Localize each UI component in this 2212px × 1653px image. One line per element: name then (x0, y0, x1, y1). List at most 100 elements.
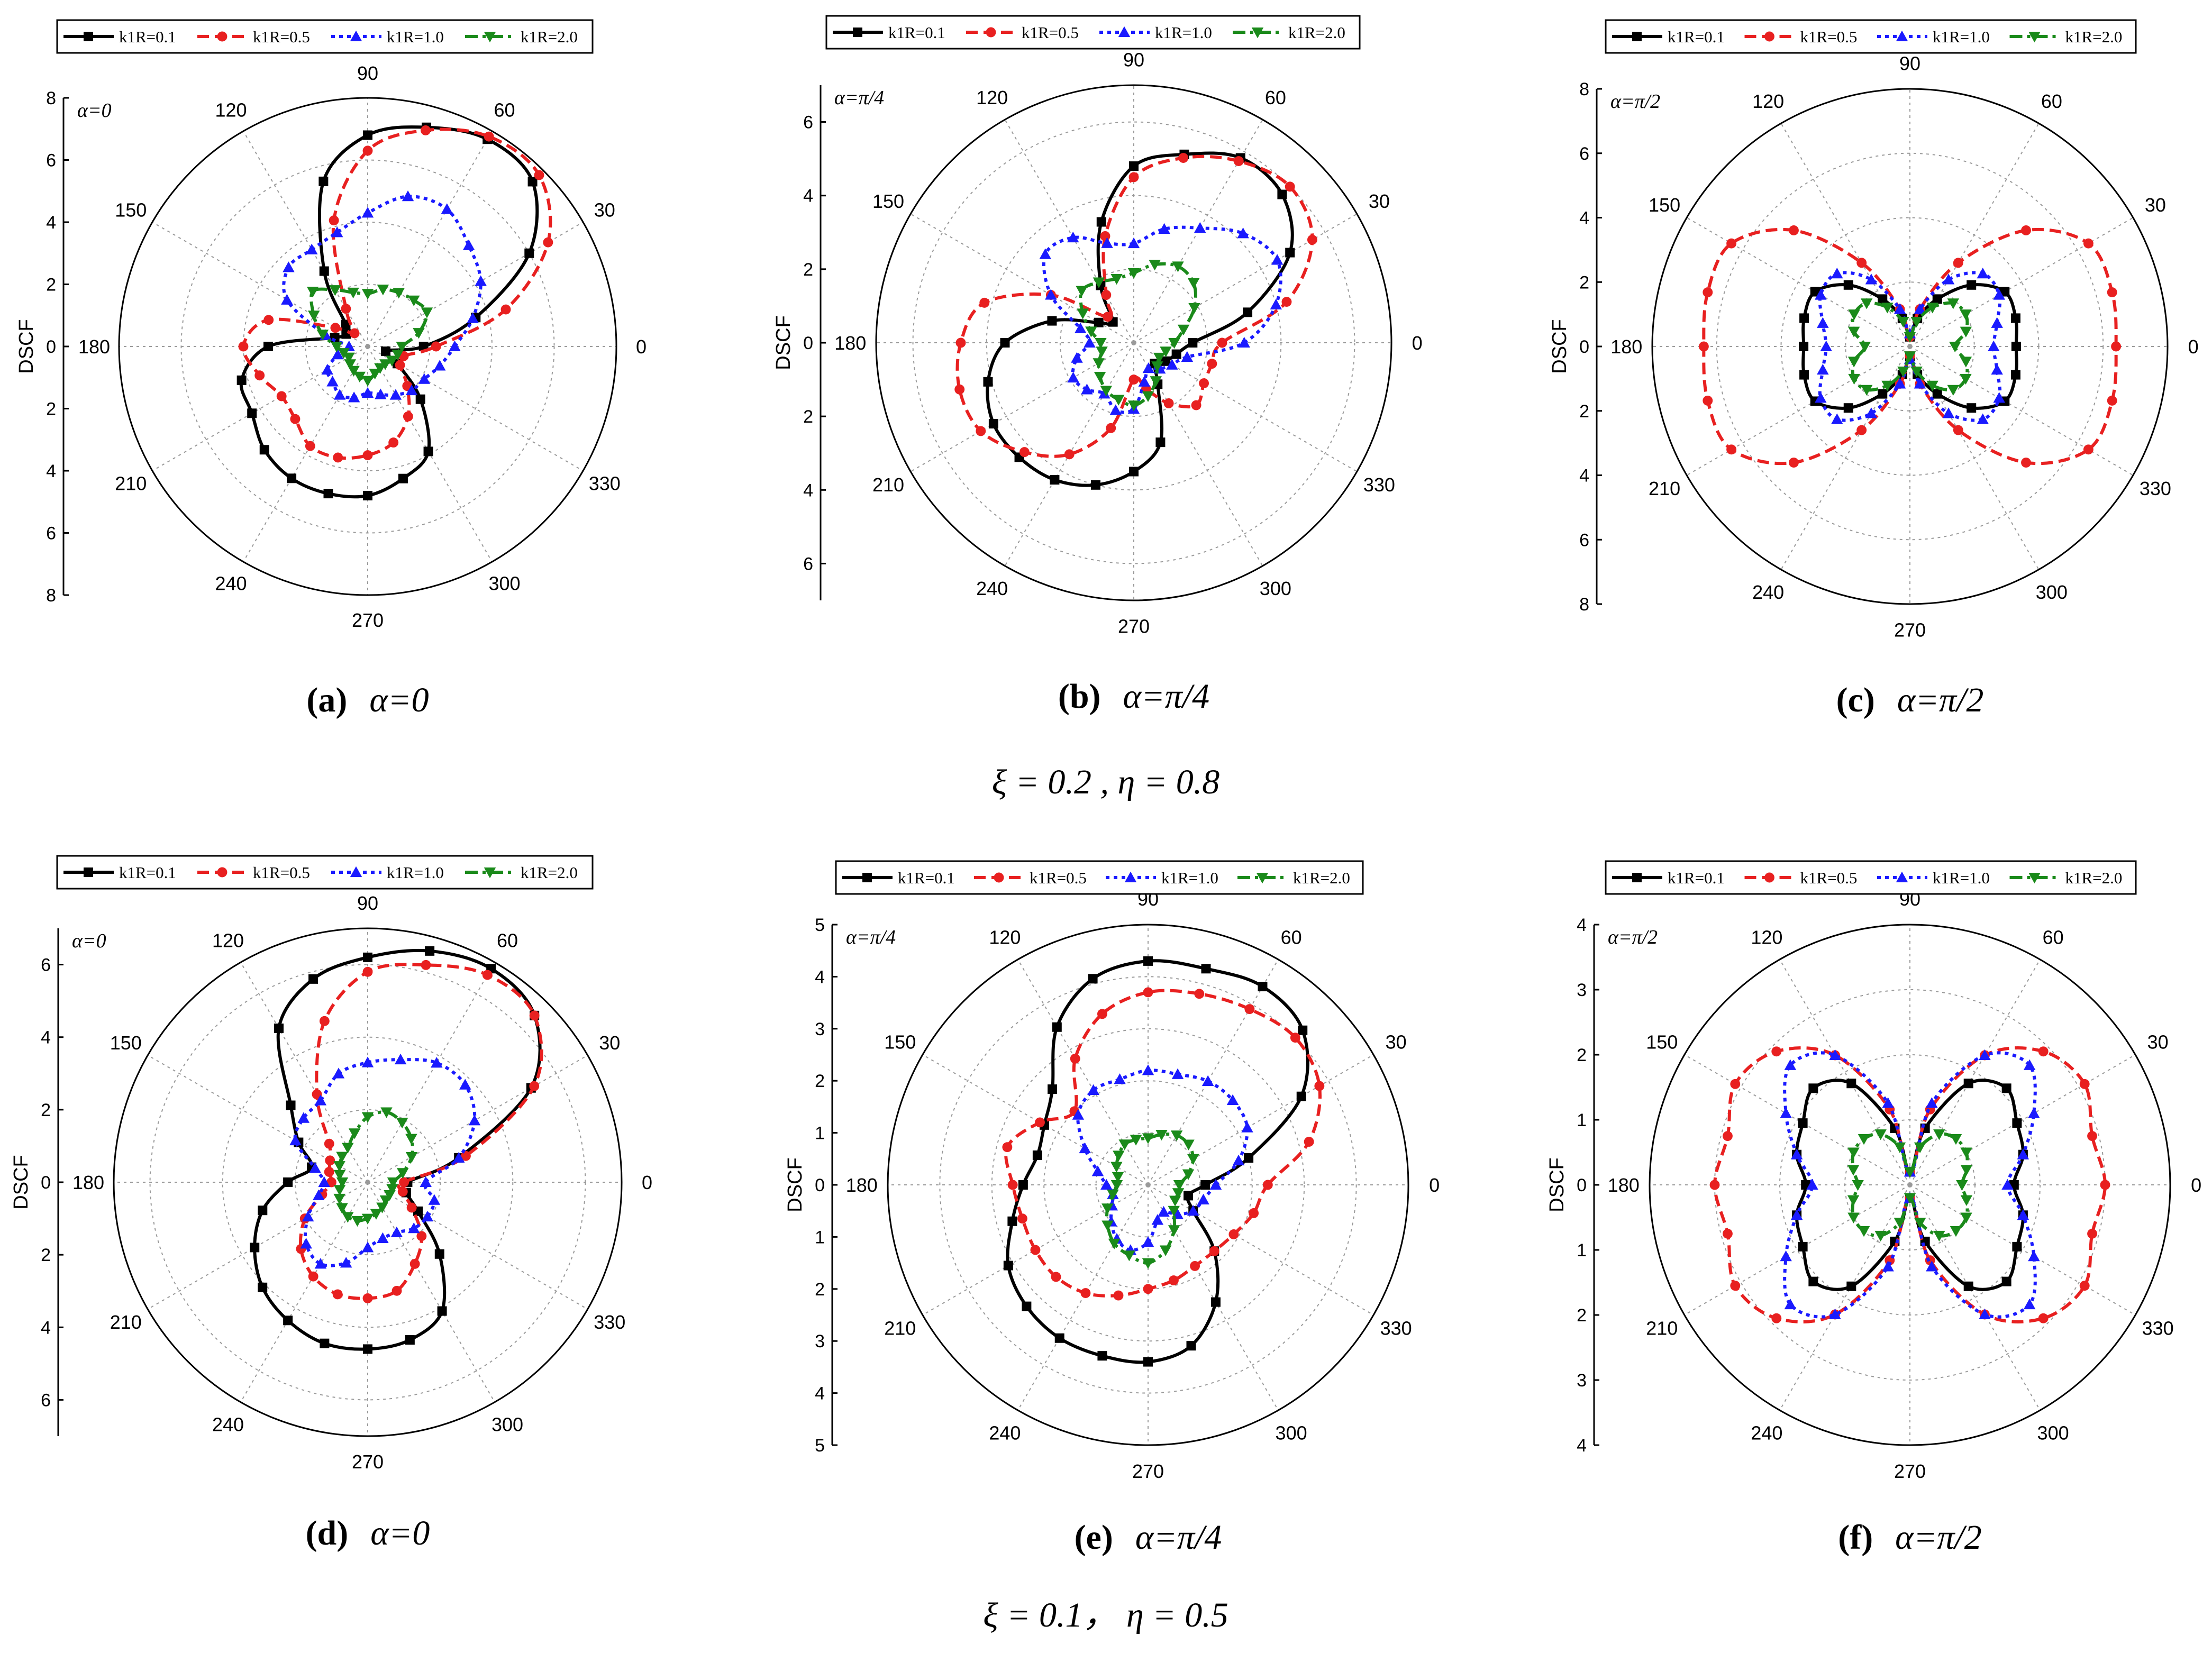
data-point (1093, 277, 1105, 288)
data-point (1847, 357, 1860, 368)
angle-tick-label: 0 (1429, 1174, 1440, 1196)
polar-grid (1650, 925, 2170, 1445)
data-point (1988, 340, 2000, 351)
radial-tick-label: 1 (815, 1124, 825, 1144)
data-point (1894, 1218, 1906, 1229)
data-point (1808, 1083, 1818, 1093)
data-point (1110, 1180, 1123, 1191)
data-point (386, 355, 398, 367)
data-point (1158, 223, 1170, 234)
grid-spoke (1779, 959, 1910, 1185)
polar-outer-ring (1651, 88, 2169, 605)
polar-chart-5: 0306090120150180210240270300330011223344… (784, 860, 1440, 1557)
angle-tick-label: 330 (2140, 478, 2171, 499)
polar-outer-ring (113, 927, 623, 1437)
angle-tick-label: 0 (636, 336, 647, 358)
data-point (421, 307, 433, 318)
angle-tick-label: 300 (1260, 578, 1291, 599)
data-point (1127, 237, 1140, 249)
grid-circle (1059, 268, 1208, 417)
data-point (402, 190, 414, 202)
data-point (1979, 1308, 1991, 1319)
data-point (1244, 1004, 1255, 1015)
grid-spoke (1148, 1054, 1374, 1185)
radial-tick-label: 1 (1577, 1240, 1587, 1261)
angle-tick-label: 120 (215, 99, 247, 121)
grid-spoke (1686, 346, 1910, 476)
series-4 (1102, 1129, 1199, 1269)
alpha-annotation: α=0 (72, 930, 106, 952)
angle-tick-label: 270 (1894, 619, 1926, 641)
data-point (1178, 153, 1189, 163)
grid-spoke (1004, 119, 1134, 343)
data-point (333, 1193, 345, 1205)
data-point (1113, 1290, 1124, 1301)
caption-letter: (c) (1836, 681, 1875, 719)
data-point (1249, 1208, 1259, 1218)
data-point (1048, 1084, 1058, 1094)
data-point (1030, 1245, 1041, 1255)
series-line (299, 963, 543, 1300)
data-point (381, 346, 391, 357)
data-point (1942, 273, 1955, 285)
radial-tick-label: 6 (1579, 530, 1589, 550)
legend-swatch-marker (84, 867, 93, 877)
data-point (389, 389, 402, 400)
legend-label: k1R=0.5 (1800, 28, 1858, 46)
data-point (336, 1177, 349, 1189)
legend: k1R=0.1 k1R=0.5 k1R=1.0 k1R=2.0 (835, 860, 1364, 895)
angle-tick-label: 180 (1608, 1174, 1640, 1196)
data-point (342, 1143, 354, 1154)
caption-letter: (b) (1058, 677, 1101, 716)
data-point (1155, 437, 1166, 448)
radial-tick-label: 6 (803, 113, 813, 133)
data-point (2028, 1250, 2040, 1262)
data-point (330, 323, 341, 333)
legend-swatch-marker (862, 873, 872, 882)
data-point (263, 315, 274, 325)
data-point (1926, 1097, 1938, 1108)
data-point (1847, 326, 1860, 337)
angle-tick-label: 300 (2037, 1422, 2069, 1444)
data-point (1730, 1079, 1741, 1089)
panel-caption: (c) α=π/2 (1836, 681, 1984, 719)
data-point (468, 1115, 481, 1126)
radial-tick-label: 2 (1579, 401, 1589, 422)
legend-swatch-marker (2028, 873, 2041, 884)
data-point (1799, 370, 1809, 380)
data-point (1199, 378, 1209, 388)
y-axis-label: DSCF (772, 315, 795, 370)
data-point (1307, 234, 1317, 245)
angle-tick-label: 90 (1899, 52, 1920, 74)
angle-tick-label: 240 (1751, 1422, 1782, 1444)
data-point (983, 377, 993, 387)
data-point (527, 177, 538, 187)
grid-circle (305, 284, 431, 409)
series-2 (1002, 987, 1325, 1301)
data-point (329, 285, 341, 296)
data-point (1007, 1216, 1017, 1226)
legend-label: k1R=0.1 (1668, 28, 1725, 46)
data-point (394, 1053, 407, 1065)
data-point (1277, 189, 1287, 199)
data-point (1243, 307, 1253, 317)
data-point (1149, 260, 1161, 271)
grid-spoke (1780, 123, 1910, 347)
data-point (395, 360, 405, 370)
data-point (363, 1344, 372, 1354)
data-point (2083, 444, 2093, 455)
data-point (238, 341, 249, 352)
data-point (326, 376, 339, 387)
data-point (1003, 1261, 1013, 1271)
angle-tick-label: 180 (846, 1174, 878, 1196)
data-point (332, 1289, 343, 1300)
data-point (1123, 1250, 1135, 1262)
angle-tick-label: 30 (2145, 194, 2166, 216)
data-point (1142, 1258, 1154, 1269)
legend-swatch-marker (1896, 30, 1908, 41)
grid-spoke (240, 962, 368, 1183)
data-point (1858, 1226, 1870, 1237)
data-point (398, 473, 408, 483)
angle-tick-label: 30 (594, 199, 615, 221)
grid-spoke (1684, 1054, 1910, 1185)
